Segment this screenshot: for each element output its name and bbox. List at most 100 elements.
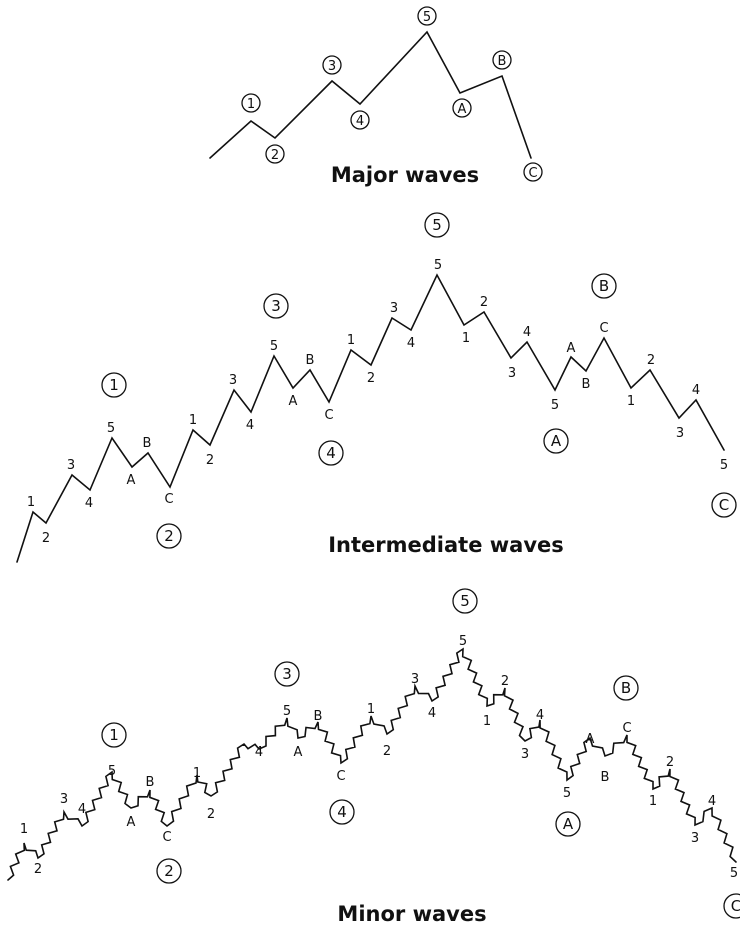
circled-wave-label: C xyxy=(719,496,729,514)
circled-wave-label: 1 xyxy=(109,376,119,394)
intermediate-circled-b: B xyxy=(591,273,617,299)
intermediate-circled-a: A xyxy=(543,428,569,454)
minor-circled-b: B xyxy=(613,675,639,701)
wave-label: B xyxy=(314,709,323,724)
major-wave-label-3: 3 xyxy=(322,55,342,75)
label-circle xyxy=(452,98,472,118)
wave-label: - xyxy=(242,738,247,753)
wave-label: C xyxy=(622,721,631,736)
wave-label: 3 xyxy=(508,366,516,381)
intermediate-wave-line xyxy=(16,273,725,563)
wave-label: 2 xyxy=(207,807,215,822)
wave-label: 1 xyxy=(462,331,470,346)
wave-label: 2 xyxy=(367,371,375,386)
wave-label: 4 xyxy=(536,708,544,723)
circled-wave-label: B xyxy=(621,679,631,697)
wave-label: 3 xyxy=(691,831,699,846)
label-circle xyxy=(101,372,127,398)
wave-label: 2 xyxy=(480,295,488,310)
wave-label: 5 xyxy=(551,398,559,413)
label-circle xyxy=(555,811,581,837)
wave-label: 3 xyxy=(67,458,75,473)
circled-wave-label: C xyxy=(731,897,740,915)
major-wave-label-2: 2 xyxy=(265,144,285,164)
wave-label: C xyxy=(599,321,608,336)
wave-label: 4 xyxy=(407,336,415,351)
wave-label: 1 xyxy=(649,794,657,809)
wave-label: B xyxy=(146,775,155,790)
major-wave-label-a: A xyxy=(452,98,472,118)
label-circle xyxy=(424,212,450,238)
wave-label: 5 xyxy=(107,421,115,436)
label-circle xyxy=(523,162,543,182)
label-circle xyxy=(492,50,512,70)
major-wave-label-c: C xyxy=(523,162,543,182)
wave-label: 1 xyxy=(189,413,197,428)
wave-label: B xyxy=(143,436,152,451)
minor-circled-1: 1 xyxy=(101,722,127,748)
wave-label: 2 xyxy=(647,353,655,368)
circled-wave-label: 5 xyxy=(460,592,470,610)
wave-label: 5 xyxy=(720,458,728,473)
circled-wave-label: A xyxy=(551,432,562,450)
intermediate-circled-1: 1 xyxy=(101,372,127,398)
label-circle xyxy=(543,428,569,454)
circled-wave-label: B xyxy=(599,277,609,295)
label-circle xyxy=(241,93,261,113)
wave-label: 4 xyxy=(356,114,364,129)
label-circle xyxy=(318,440,344,466)
wave-label: 4 xyxy=(428,706,436,721)
intermediate-circled-5: 5 xyxy=(424,212,450,238)
major-waves-caption: Major waves xyxy=(331,163,479,187)
wave-label: A xyxy=(586,732,595,747)
wave-label: A xyxy=(458,102,467,117)
label-circle xyxy=(156,858,182,884)
wave-label: 1 xyxy=(347,333,355,348)
minor-circled-a: A xyxy=(555,811,581,837)
wave-label: 5 xyxy=(423,10,431,25)
label-circle xyxy=(156,523,182,549)
circled-wave-label: 2 xyxy=(164,862,174,880)
wave-label: 3 xyxy=(390,301,398,316)
wave-label: 5 xyxy=(283,704,291,719)
wave-label: A xyxy=(294,745,303,760)
label-circle xyxy=(274,661,300,687)
wave-label: 1 xyxy=(483,714,491,729)
intermediate-circled-4: 4 xyxy=(318,440,344,466)
wave-label: 3 xyxy=(676,426,684,441)
minor-waves-caption: Minor waves xyxy=(337,902,486,926)
intermediate-sub-labels: 1 2 3 4 5 A B C 1 2 3 4 5 A B C 1 2 3 4 … xyxy=(27,258,728,546)
wave-label: 1 xyxy=(367,702,375,717)
minor-circled-labels: 1 2 3 4 5 A B C xyxy=(101,588,740,919)
wave-label: B xyxy=(601,770,610,785)
wave-label: 4 xyxy=(692,383,700,398)
wave-label: 3 xyxy=(60,792,68,807)
wave-label: 5 xyxy=(459,634,467,649)
intermediate-waves-caption: Intermediate waves xyxy=(328,533,564,557)
wave-label: B xyxy=(306,353,315,368)
wave-label: 4 xyxy=(85,496,93,511)
circled-wave-label: 1 xyxy=(109,726,119,744)
intermediate-circled-c: C xyxy=(711,492,737,518)
label-circle xyxy=(263,293,289,319)
label-circle xyxy=(723,893,740,919)
wave-label: 5 xyxy=(563,786,571,801)
label-circle xyxy=(613,675,639,701)
intermediate-circled-2: 2 xyxy=(156,523,182,549)
wave-label: 4 xyxy=(523,325,531,340)
circled-wave-label: 2 xyxy=(164,527,174,545)
label-circle xyxy=(101,722,127,748)
wave-label: 3 xyxy=(411,672,419,687)
wave-label: 5 xyxy=(730,866,738,881)
label-circle xyxy=(322,55,342,75)
wave-label: 5 xyxy=(108,764,116,779)
minor-sub-labels: 1 2 3 4 5 A B C 1 2 - 4 5 A B C 1 2 3 4 … xyxy=(20,634,738,881)
wave-label: A xyxy=(127,473,136,488)
wave-label: 2 xyxy=(383,744,391,759)
minor-circled-5: 5 xyxy=(452,588,478,614)
major-wave-line xyxy=(209,30,532,159)
wave-label: 5 xyxy=(270,339,278,354)
major-wave-label-b: B xyxy=(492,50,512,70)
label-circle xyxy=(350,110,370,130)
